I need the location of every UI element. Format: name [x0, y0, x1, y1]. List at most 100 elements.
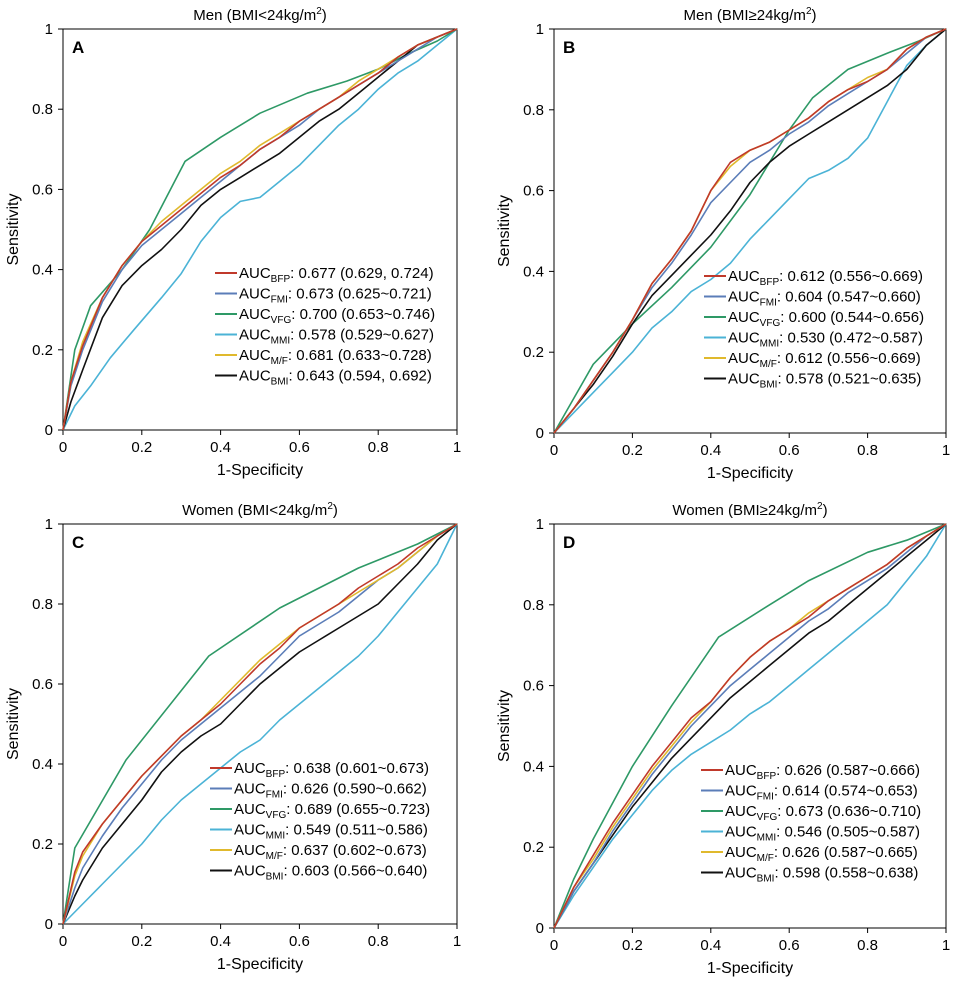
legend-value: : 0.673 (0.625~0.721): [288, 286, 432, 303]
legend-entry: AUCMMI: 0.578 (0.529~0.627): [239, 327, 434, 347]
legend-entry: AUCBMI: 0.643 (0.594, 0.692): [239, 368, 432, 388]
y-tick-label: 0.4: [32, 262, 53, 279]
x-axis-label: 1-Specificity: [707, 960, 793, 977]
plot-frame: [62, 523, 458, 925]
chart-title-sup: 2: [817, 501, 823, 512]
legend-auc: AUC: [725, 824, 757, 841]
chart-title: Women (BMI≥24kg/m2): [672, 501, 827, 519]
x-tick-label: 0.6: [289, 933, 310, 950]
series-line-bmi: [553, 523, 947, 929]
y-tick-label: 0.4: [523, 758, 544, 775]
panel-d: 0 0.2 0.4 0.6 0.8 1 0 0.2 0.4 0.6 0.8 1 1-Specificit…: [496, 501, 950, 977]
series-line-bfp: [62, 523, 458, 925]
y-axis-label: Sensitivity: [496, 195, 513, 267]
legend-auc: AUC: [234, 822, 266, 839]
legend-entry: AUCVFG: 0.700 (0.653~0.746): [239, 306, 435, 326]
y-tick-label: 0.6: [523, 678, 544, 695]
legend-subscript: VFG: [760, 318, 781, 329]
legend-value: : 0.612 (0.556~0.669): [779, 268, 923, 285]
x-tick-label: 0.6: [779, 442, 800, 459]
x-tick-label: 0.2: [622, 442, 643, 459]
legend-entry: AUCMMI: 0.530 (0.472~0.587): [728, 330, 923, 350]
y-tick-label: 0.6: [32, 181, 53, 198]
y-tick-label: 0: [45, 916, 53, 933]
y-tick-label: 1: [536, 21, 544, 38]
legend-auc: AUC: [725, 783, 757, 800]
legend-value: : 0.626 (0.587~0.666): [776, 762, 920, 779]
legend-value: : 0.578 (0.521~0.635): [777, 371, 921, 388]
legend-subscript: M/F: [271, 356, 288, 367]
legend-value: : 0.643 (0.594, 0.692): [288, 368, 431, 385]
panel-b: 0 0.2 0.4 0.6 0.8 1 0 0.2 0.4 0.6 0.8 1 1-Specificit…: [496, 6, 950, 482]
x-tick-label: 0: [59, 439, 67, 456]
legend-value: : 0.549 (0.511~0.586): [285, 822, 428, 839]
y-tick-label: 0: [45, 422, 53, 439]
legend-value: : 0.600 (0.544~0.656): [780, 309, 924, 326]
x-tick-label: 0.4: [210, 933, 231, 950]
y-tick-label: 0.8: [32, 101, 53, 118]
legend-entry: AUCBMI: 0.603 (0.566~0.640): [234, 863, 427, 883]
chart-title: Men (BMI≥24kg/m2): [684, 6, 817, 24]
chart-title-main: Men (BMI<24kg/m: [193, 7, 316, 24]
y-axis-label: Sensitivity: [496, 690, 513, 762]
legend-subscript: BMI: [266, 872, 284, 883]
y-tick-label: 1: [45, 516, 53, 533]
x-tick-label: 0.2: [131, 439, 152, 456]
legend-entry: AUCM/F: 0.637 (0.602~0.673): [234, 842, 427, 862]
series-line-mmi: [62, 523, 458, 925]
x-tick-label: 0.6: [779, 937, 800, 954]
legend-subscript: M/F: [266, 851, 283, 862]
legend-entry: AUCVFG: 0.689 (0.655~0.723): [234, 801, 430, 821]
chart-title: Women (BMI<24kg/m2): [182, 501, 338, 519]
y-tick-label: 0.8: [523, 597, 544, 614]
x-tick-label: 1: [453, 933, 461, 950]
legend-auc: AUC: [234, 863, 266, 880]
legend-value: : 0.673 (0.636~0.710): [777, 803, 921, 820]
x-tick-label: 0.4: [210, 439, 231, 456]
legend-subscript: FMI: [760, 298, 777, 309]
x-axis-label: 1-Specificity: [217, 956, 303, 973]
legend-value: : 0.637 (0.602~0.673): [283, 842, 427, 859]
legend-entry: AUCMMI: 0.549 (0.511~0.586): [234, 822, 428, 842]
legend-entry: AUCFMI: 0.604 (0.547~0.660): [728, 289, 921, 309]
y-tick-label: 0.6: [523, 183, 544, 200]
legend-auc: AUC: [234, 760, 266, 777]
x-tick-label: 0.8: [857, 937, 878, 954]
legend-entry: AUCBFP: 0.638 (0.601~0.673): [234, 760, 429, 780]
legend-entry: AUCMMI: 0.546 (0.505~0.587): [725, 824, 920, 844]
legend-entry: AUCFMI: 0.614 (0.574~0.653): [725, 783, 918, 803]
legend-entry: AUCM/F: 0.681 (0.633~0.728): [239, 347, 432, 367]
legend-auc: AUC: [239, 368, 271, 385]
x-tick-label: 1: [942, 937, 950, 954]
legend-auc: AUC: [725, 762, 757, 779]
legend-subscript: MMI: [757, 833, 776, 844]
x-tick-label: 1: [453, 439, 461, 456]
legend-value: : 0.603 (0.566~0.640): [283, 863, 427, 880]
x-tick-label: 1: [942, 442, 950, 459]
x-tick-label: 0.2: [622, 937, 643, 954]
chart-title-sup: 2: [316, 6, 322, 17]
legend-auc: AUC: [725, 803, 757, 820]
chart-title-sup: 2: [327, 501, 333, 512]
y-tick-label: 0.8: [32, 596, 53, 613]
x-tick-label: 0.2: [131, 933, 152, 950]
legend-value: : 0.530 (0.472~0.587): [779, 330, 923, 347]
legend-value: : 0.681 (0.633~0.728): [288, 347, 432, 364]
legend-subscript: M/F: [757, 853, 774, 864]
legend-subscript: BMI: [271, 377, 289, 388]
y-tick-label: 0.2: [523, 839, 544, 856]
legend-entry: AUCBMI: 0.598 (0.558~0.638): [725, 865, 918, 885]
series-line-bfp: [553, 28, 947, 434]
legend-subscript: MMI: [760, 339, 779, 350]
series-line-vfg: [553, 523, 947, 929]
legend-auc: AUC: [234, 801, 266, 818]
legend-subscript: BMI: [760, 380, 778, 391]
panel-label: B: [563, 38, 575, 57]
legend-subscript: FMI: [271, 295, 288, 306]
plot-frame: [62, 28, 458, 431]
x-tick-label: 0.4: [700, 442, 721, 459]
legend-subscript: BFP: [271, 274, 291, 285]
series-line-mmi: [553, 523, 947, 929]
y-tick-label: 0.4: [523, 263, 544, 280]
chart-title-end: ): [823, 502, 828, 519]
